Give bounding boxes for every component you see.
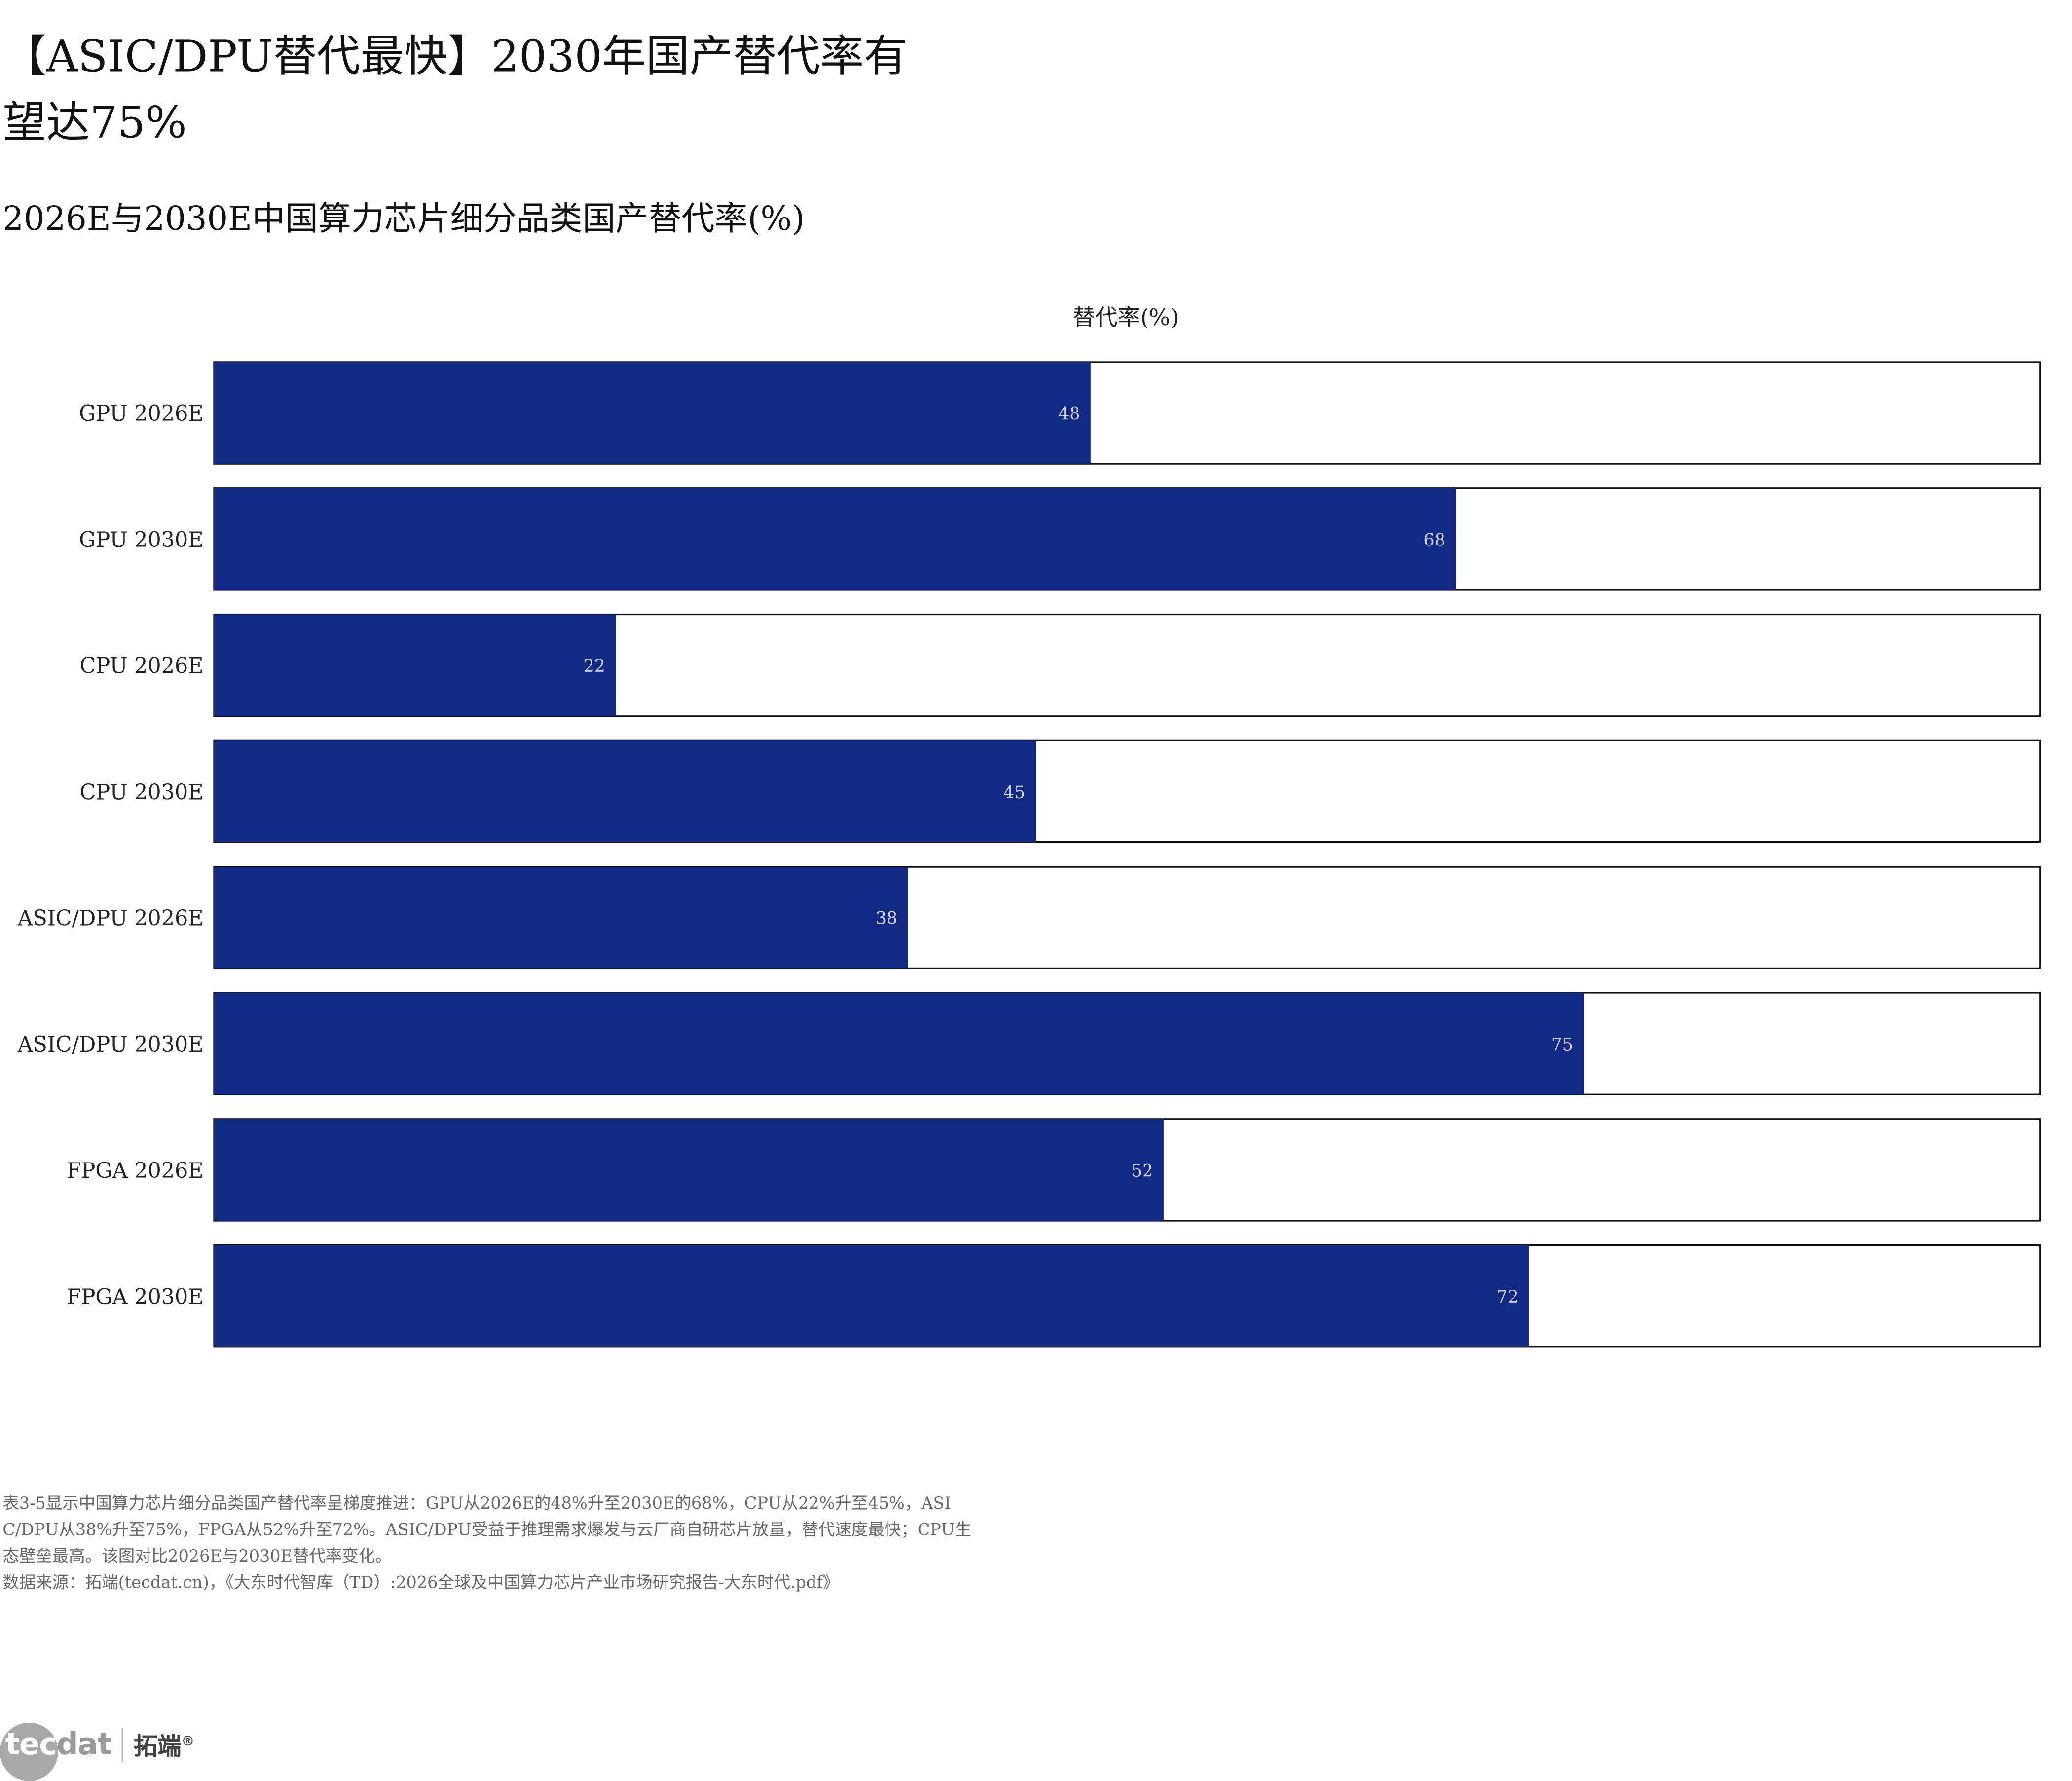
bar (214, 488, 1456, 590)
chart-title: 2026E与2030E中国算力芯片细分品类国产替代率(%) (2, 199, 805, 238)
bar (214, 740, 1036, 842)
bar (214, 867, 908, 969)
bars-group: 48 GPU 2026E 68 GPU 2030E 22 CPU 2026E 45 CPU 2… (17, 361, 2041, 1348)
bar-chart: 替代率(%) 48 GPU 2026E 68 GPU 2030E 22 CPU 2026E… (17, 304, 2041, 1348)
category-label: ASIC/DPU 2030E (17, 1032, 204, 1057)
bar (214, 1245, 1529, 1347)
category-label: FPGA 2026E (67, 1159, 204, 1183)
brand-logo: tecdat 拓端® (0, 1717, 195, 1781)
logo-chinese-name: 拓端® (134, 1733, 195, 1761)
category-label: GPU 2030E (79, 528, 203, 552)
headline: 【ASIC/DPU替代最快】2030年国产替代率有望达75% (2, 30, 908, 148)
note-line-1: 表3-5显示中国算力芯片细分品类国产替代率呈梯度推进：GPU从2026E的48%… (2, 1492, 951, 1513)
x-axis-label: 替代率(%) (1073, 304, 1179, 330)
bar-value-label: 68 (1423, 530, 1445, 550)
category-label: CPU 2030E (80, 780, 204, 805)
bar (214, 614, 616, 716)
category-label: CPU 2026E (80, 654, 204, 679)
data-source: 数据来源：拓端(tecdat.cn)，《大东时代智库（TD）:2026全球及中国… (2, 1572, 840, 1592)
bar (214, 1119, 1164, 1221)
bar-value-label: 72 (1497, 1287, 1518, 1307)
logo-tec-text: tec (5, 1728, 57, 1763)
bar-value-label: 75 (1552, 1035, 1573, 1054)
logo-dat-text: dat (56, 1728, 111, 1763)
bar-value-label: 38 (876, 909, 897, 929)
tecdat-logo-icon: tecdat (0, 1722, 112, 1781)
category-label: FPGA 2030E (67, 1285, 204, 1309)
category-label: GPU 2026E (79, 401, 203, 426)
chart-notes: 表3-5显示中国算力芯片细分品类国产替代率呈梯度推进：GPU从2026E的48%… (2, 1490, 980, 1596)
note-line-2: C/DPU从38%升至75%，FPGA从52%升至72%。ASIC/DPU受益于… (2, 1519, 972, 1539)
bar (214, 992, 1584, 1095)
bar-value-label: 52 (1131, 1161, 1153, 1181)
category-label: ASIC/DPU 2026E (17, 906, 204, 931)
bar-value-label: 22 (584, 656, 605, 676)
bar-value-label: 48 (1058, 404, 1080, 424)
note-line-3: 态壁垒最高。该图对比2026E与2030E替代率变化。 (2, 1545, 392, 1566)
logo-divider (122, 1728, 123, 1763)
bar-value-label: 45 (1003, 783, 1025, 802)
bar (214, 362, 1091, 464)
